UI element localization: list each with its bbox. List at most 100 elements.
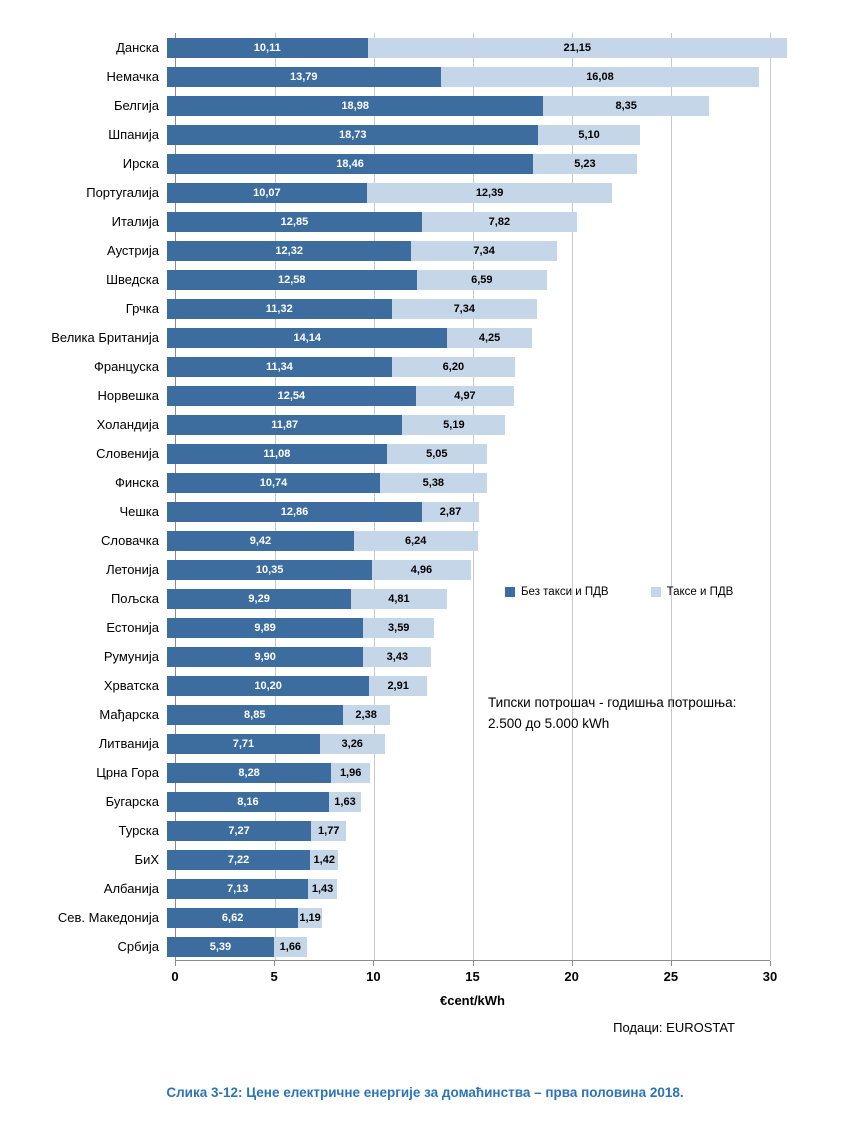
bar-value-label: 10,20 (254, 679, 282, 692)
bar-value-label: 4,81 (388, 592, 410, 605)
bar-track: 18,46 5,23 (167, 153, 762, 174)
bar-value-label: 18,98 (341, 99, 369, 112)
bar-value-label: 6,24 (404, 534, 427, 547)
category-label: Данска (116, 40, 159, 55)
bar-value-label: 3,26 (341, 737, 363, 750)
bar-segment-tax: 1,42 (310, 849, 339, 870)
bar-segment-tax: 3,59 (363, 617, 435, 638)
bar-value-label: 5,39 (209, 940, 232, 953)
bar-value-label: 9,90 (254, 650, 276, 663)
bar-track: 11,34 6,20 (167, 356, 762, 377)
category-label: Италија (111, 214, 159, 229)
legend-label-base: Без такси и ПДВ (521, 586, 609, 598)
bar-segment-tax: 2,87 (422, 501, 479, 522)
bar-track: 14,14 4,25 (167, 327, 762, 348)
category-label: Бугарска (105, 794, 159, 809)
legend-label-tax: Таксе и ПДВ (666, 586, 734, 598)
bar-value-label: 21,15 (563, 41, 591, 54)
bar-segment-tax: 7,34 (411, 240, 557, 261)
bar-value-label: 4,96 (410, 563, 433, 576)
bar-segment-base: 9,89 (167, 617, 364, 638)
chart-row: Турска 7,27 1,77 (0, 816, 850, 845)
x-axis-label: €cent/kWh (439, 993, 505, 1008)
bar-segment-base: 13,79 (167, 66, 441, 87)
bar-segment-base: 12,54 (167, 385, 416, 406)
bar-segment-base: 18,98 (167, 95, 544, 116)
bar-value-label: 18,73 (338, 128, 367, 141)
bar-track: 7,71 3,26 (167, 733, 762, 754)
bar-segment-base: 10,74 (167, 472, 380, 493)
bar-segment-base: 10,35 (167, 559, 373, 580)
category-label: Румунија (103, 649, 159, 664)
chart-row: Албанија 7,13 1,43 (0, 874, 850, 903)
bar-value-label: 7,82 (488, 215, 511, 228)
bar-segment-tax: 1,96 (331, 762, 371, 783)
bar-segment-tax: 5,10 (538, 124, 640, 145)
tick-label: 20 (564, 969, 579, 984)
category-label: Турска (118, 823, 160, 838)
category-label: Грчка (125, 301, 159, 316)
tick-mark (472, 961, 474, 966)
bar-track: 10,35 4,96 (167, 559, 762, 580)
bar-track: 12,86 2,87 (167, 501, 762, 522)
bar-track: 13,79 16,08 (167, 66, 762, 87)
bar-value-label: 2,87 (439, 505, 462, 518)
bar-segment-base: 8,16 (167, 791, 329, 812)
bar-segment-base: 11,87 (167, 414, 403, 435)
category-label: Шведска (106, 272, 159, 287)
tick-label: 0 (171, 969, 179, 984)
chart-row: Италија 12,85 7,82 (0, 207, 850, 236)
bar-segment-base: 11,34 (167, 356, 392, 377)
chart-row: Естонија 9,89 3,59 (0, 613, 850, 642)
bar-segment-base: 18,73 (167, 124, 539, 145)
bar-value-label: 7,34 (453, 302, 475, 315)
tick-label: 5 (270, 969, 278, 984)
category-label: Аустрија (107, 243, 159, 258)
tick-label: 10 (366, 969, 381, 984)
bar-track: 8,28 1,96 (167, 762, 762, 783)
bar-track: 8,16 1,63 (167, 791, 762, 812)
chart-row: Чешка 12,86 2,87 (0, 497, 850, 526)
bar-segment-tax: 4,25 (447, 327, 532, 348)
bar-segment-base: 7,27 (167, 820, 312, 841)
category-label: Летонија (106, 562, 159, 577)
chart-row: Грчка 11,32 7,34 (0, 294, 850, 323)
bar-track: 9,89 3,59 (167, 617, 762, 638)
chart-row: Ирска 18,46 5,23 (0, 149, 850, 178)
bar-segment-base: 14,14 (167, 327, 448, 348)
chart-row: Пољска 9,29 4,81 (0, 584, 850, 613)
bar-value-label: 5,19 (443, 418, 465, 431)
tick-mark (373, 961, 375, 966)
category-label: Сев. Македонија (57, 910, 159, 925)
bar-track: 7,13 1,43 (167, 878, 762, 899)
bar-track: 9,90 3,43 (167, 646, 762, 667)
bar-value-label: 1,43 (311, 882, 334, 895)
tick-mark (770, 961, 771, 966)
annotation-line-1: Типски потрошач - годишња потрошња: (488, 695, 737, 710)
bar-value-label: 11,32 (265, 302, 293, 315)
bar-segment-tax: 6,59 (416, 269, 548, 290)
bar-value-label: 1,19 (299, 911, 321, 924)
bar-segment-base: 7,71 (167, 733, 320, 754)
category-label: Словенија (96, 446, 159, 461)
bar-track: 12,58 6,59 (167, 269, 762, 290)
bar-segment-tax: 1,63 (328, 791, 362, 812)
bar-segment-base: 6,62 (167, 907, 299, 928)
bar-segment-tax: 21,15 (367, 37, 787, 58)
bar-value-label: 7,13 (226, 882, 249, 895)
bar-segment-base: 10,07 (167, 182, 367, 203)
chart-row: Данска 10,11 21,15 (0, 33, 850, 62)
bar-value-label: 2,91 (387, 679, 409, 692)
consumer-annotation: Типски потрошач - годишња потрошња: 2.50… (488, 693, 736, 735)
bar-track: 11,08 5,05 (167, 443, 762, 464)
bar-value-label: 11,87 (271, 418, 299, 431)
bar-value-label: 12,85 (280, 215, 309, 228)
bar-segment-tax: 1,66 (273, 936, 307, 957)
bar-segment-tax: 3,43 (363, 646, 432, 667)
bar-value-label: 12,32 (275, 244, 303, 257)
chart-row: Белгија 18,98 8,35 (0, 91, 850, 120)
bar-track: 7,27 1,77 (167, 820, 762, 841)
legend: Без такси и ПДВ Таксе и ПДВ (505, 586, 733, 598)
bar-value-label: 12,54 (277, 389, 306, 402)
bar-value-label: 6,62 (221, 911, 244, 924)
